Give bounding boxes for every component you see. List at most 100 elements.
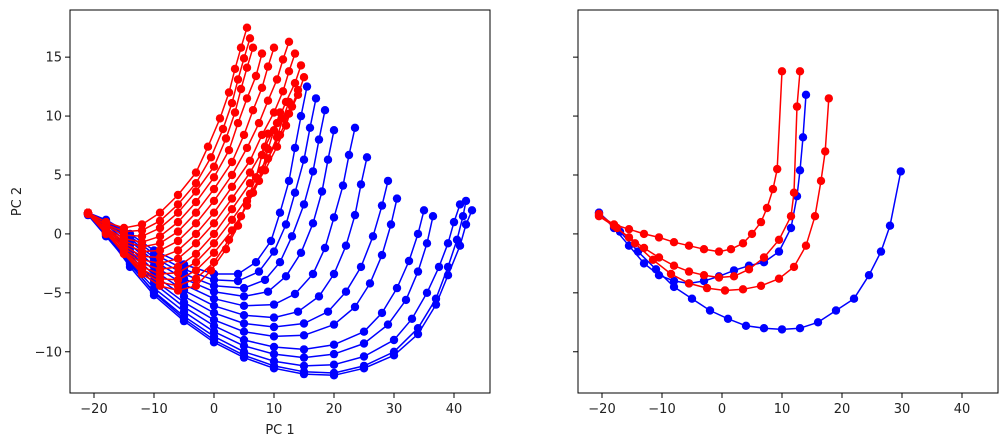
- data-point: [389, 351, 399, 360]
- data-point: [594, 212, 604, 221]
- data-point: [413, 329, 423, 339]
- data-point: [239, 292, 249, 301]
- data-point: [467, 206, 477, 215]
- data-point: [239, 311, 249, 320]
- data-point: [419, 206, 429, 215]
- data-point: [137, 220, 147, 229]
- data-point: [741, 321, 751, 330]
- data-point: [209, 173, 219, 182]
- data-point: [209, 248, 219, 257]
- data-point: [356, 262, 366, 272]
- data-point: [428, 212, 438, 221]
- data-point: [299, 319, 309, 328]
- data-point: [269, 357, 279, 366]
- data-point: [245, 156, 255, 165]
- data-point: [209, 321, 219, 330]
- data-point: [320, 243, 330, 253]
- data-point: [389, 335, 399, 345]
- data-point: [191, 179, 201, 188]
- data-point: [269, 43, 279, 52]
- data-point: [248, 43, 258, 52]
- data-point: [209, 239, 219, 248]
- data-point: [206, 266, 216, 275]
- data-point: [341, 241, 351, 250]
- data-point: [191, 266, 201, 275]
- data-point: [242, 23, 252, 32]
- data-point: [296, 61, 306, 70]
- data-point: [831, 306, 841, 315]
- series-line-blue: [87, 86, 308, 275]
- data-point: [239, 130, 249, 140]
- data-point: [356, 180, 366, 189]
- data-point: [263, 144, 273, 154]
- right-plot-panel: −20 −10 0 10 20 30 40: [573, 9, 999, 417]
- data-point: [173, 208, 183, 217]
- data-point: [296, 248, 306, 257]
- data-point: [359, 339, 369, 348]
- data-point: [275, 258, 285, 267]
- data-point: [206, 153, 216, 162]
- data-point: [293, 85, 303, 95]
- data-point: [191, 168, 201, 177]
- data-point: [137, 269, 147, 279]
- data-point: [191, 229, 201, 239]
- data-point: [684, 267, 694, 276]
- data-point: [413, 267, 423, 276]
- data-point: [263, 96, 273, 105]
- data-point: [239, 54, 249, 63]
- data-point: [173, 190, 183, 200]
- data-point: [323, 307, 333, 316]
- data-point: [624, 225, 634, 234]
- data-point: [269, 342, 279, 352]
- data-point: [329, 360, 339, 369]
- data-point: [233, 221, 243, 230]
- data-point: [293, 307, 303, 316]
- data-point: [272, 133, 282, 142]
- data-point: [251, 258, 261, 267]
- data-point: [239, 341, 249, 351]
- data-point: [756, 217, 766, 227]
- data-point: [302, 82, 312, 91]
- data-point: [263, 287, 273, 296]
- data-point: [317, 187, 327, 196]
- data-point: [359, 352, 369, 361]
- x-tick-label: 10: [774, 402, 791, 417]
- data-point: [669, 238, 679, 247]
- data-point: [251, 71, 261, 81]
- data-point: [275, 108, 285, 117]
- data-point: [789, 188, 799, 197]
- data-point: [284, 97, 294, 107]
- data-point: [254, 118, 264, 128]
- data-point: [422, 239, 432, 248]
- data-point: [729, 266, 739, 275]
- data-point: [786, 223, 796, 233]
- data-point: [269, 247, 279, 256]
- data-point: [227, 205, 237, 214]
- data-point: [239, 353, 249, 362]
- data-point: [227, 170, 237, 180]
- data-point: [720, 286, 730, 295]
- data-point: [284, 37, 294, 46]
- data-point: [209, 294, 219, 303]
- data-point: [729, 272, 739, 281]
- data-point: [798, 133, 808, 142]
- data-point: [209, 184, 219, 194]
- data-point: [795, 324, 805, 333]
- data-point: [630, 239, 640, 248]
- data-point: [738, 285, 748, 294]
- data-point: [705, 306, 715, 315]
- data-point: [155, 232, 165, 241]
- data-point: [383, 176, 393, 186]
- y-axis-label: PC 2: [10, 187, 25, 216]
- data-point: [263, 129, 273, 138]
- data-point: [290, 188, 300, 197]
- data-point: [455, 241, 465, 250]
- data-point: [684, 241, 694, 250]
- data-point: [191, 274, 201, 283]
- data-point: [191, 281, 201, 290]
- y-tick-label: 5: [54, 168, 62, 183]
- data-point: [224, 146, 234, 155]
- data-point: [173, 246, 183, 255]
- data-point: [269, 349, 279, 359]
- data-point: [314, 135, 324, 144]
